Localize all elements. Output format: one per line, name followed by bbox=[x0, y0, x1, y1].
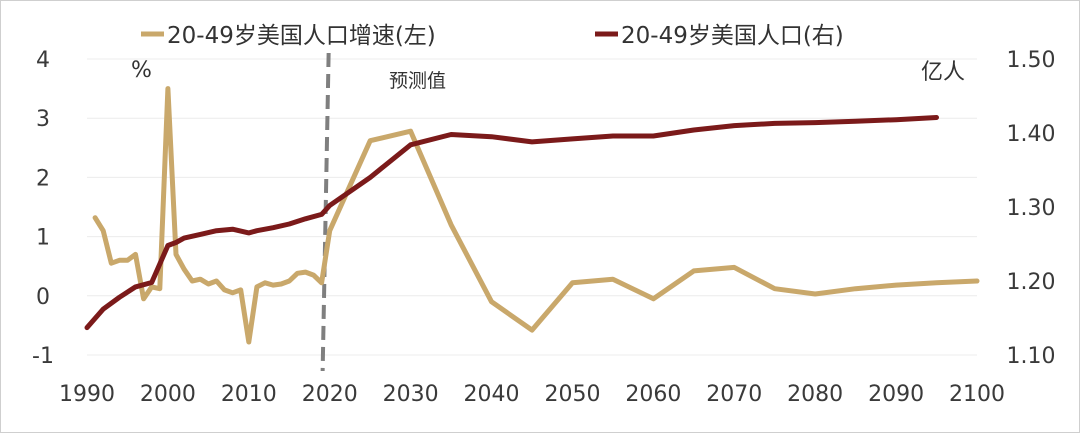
x-tick-label: 2030 bbox=[383, 382, 439, 407]
right-tick-label: 1.20 bbox=[1007, 270, 1056, 295]
series-layer bbox=[84, 86, 980, 345]
x-tick-label: 1990 bbox=[59, 382, 115, 407]
right-tick-label: 1.10 bbox=[1007, 344, 1056, 369]
left-tick-label: 4 bbox=[36, 48, 50, 73]
x-tick-label: 2010 bbox=[221, 382, 277, 407]
left-axis-unit: % bbox=[131, 58, 152, 83]
x-tick-label: 2040 bbox=[464, 382, 520, 407]
x-tick-label: 2080 bbox=[787, 382, 843, 407]
series-line-growth bbox=[92, 86, 980, 345]
legend: 20-49岁美国人口增速(左) 20-49岁美国人口(右) bbox=[141, 23, 844, 49]
right-axis-ticks: 1.10 1.20 1.30 1.40 1.50 bbox=[1007, 48, 1056, 369]
right-tick-label: 1.40 bbox=[1007, 122, 1056, 147]
legend-label-growth: 20-49岁美国人口增速(左) bbox=[167, 23, 436, 49]
x-tick-label: 2090 bbox=[868, 382, 924, 407]
gridlines bbox=[87, 58, 977, 356]
left-tick-label: 3 bbox=[36, 107, 50, 132]
series-line-population bbox=[84, 115, 939, 331]
x-tick-label: 2070 bbox=[706, 382, 762, 407]
x-tick-label: 2060 bbox=[625, 382, 681, 407]
forecast-label: 预测值 bbox=[389, 70, 446, 92]
right-tick-label: 1.50 bbox=[1007, 48, 1056, 73]
left-tick-label: 0 bbox=[36, 285, 50, 310]
x-tick-label: 2000 bbox=[140, 382, 196, 407]
x-tick-label: 2100 bbox=[949, 382, 1005, 407]
right-axis-unit: 亿人 bbox=[921, 60, 965, 85]
x-tick-label: 2050 bbox=[544, 382, 600, 407]
left-tick-label: -1 bbox=[32, 344, 54, 369]
left-tick-label: 2 bbox=[36, 166, 50, 191]
left-tick-label: 1 bbox=[36, 226, 50, 251]
x-axis-ticks: 1990 2000 2010 2020 2030 2040 2050 2060 2070 2080… bbox=[59, 382, 1005, 407]
left-axis-ticks: -1 0 1 2 3 4 bbox=[32, 48, 54, 369]
x-tick-label: 2020 bbox=[302, 382, 358, 407]
legend-label-population: 20-49岁美国人口(右) bbox=[621, 23, 844, 49]
right-tick-label: 1.30 bbox=[1007, 196, 1056, 221]
